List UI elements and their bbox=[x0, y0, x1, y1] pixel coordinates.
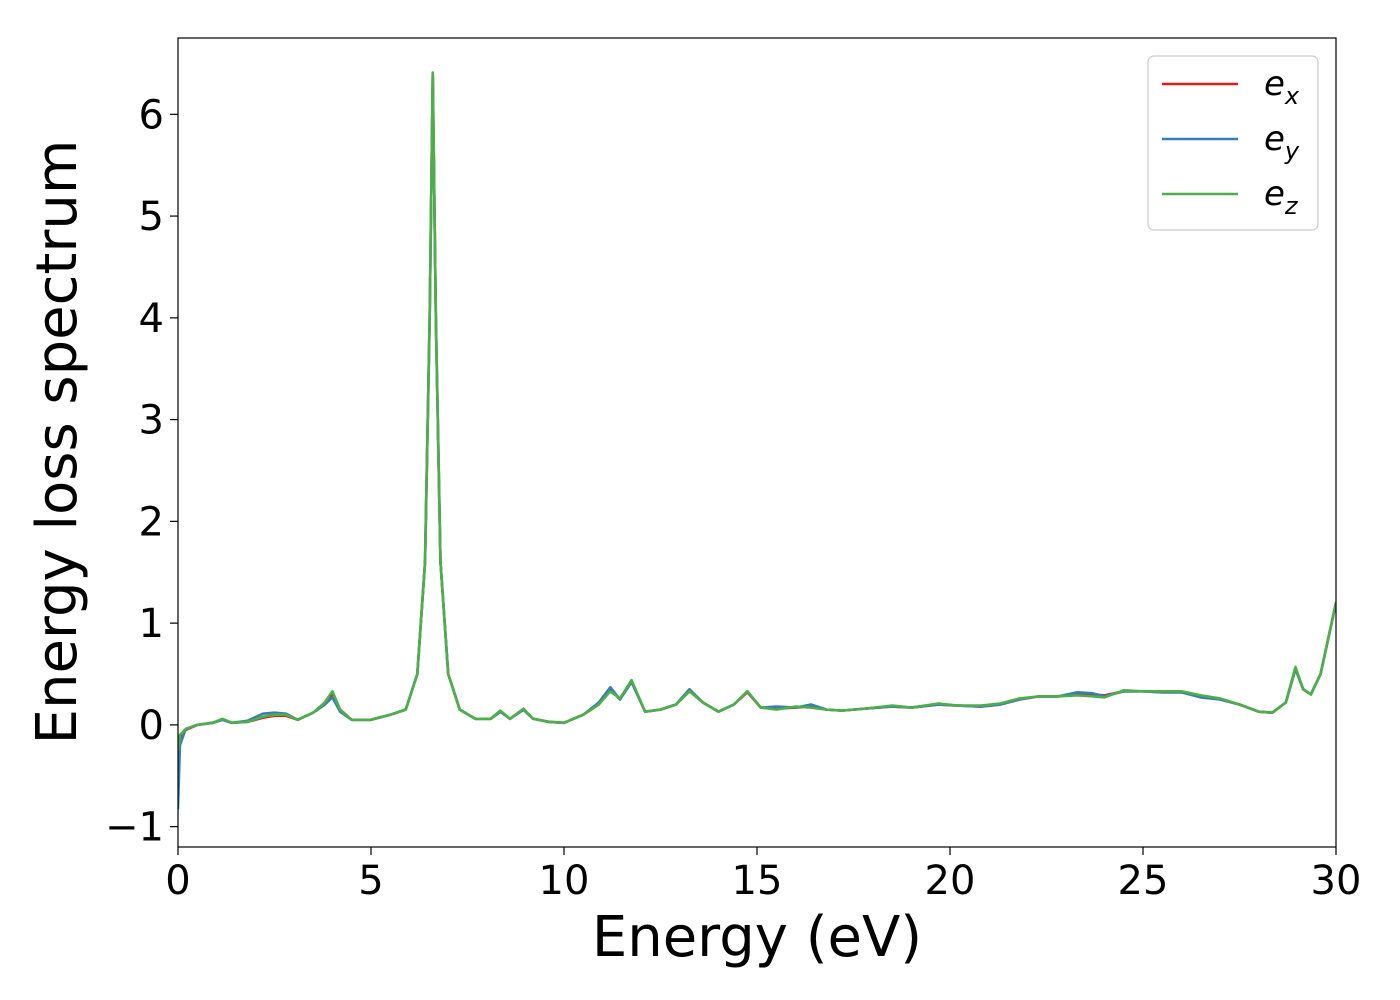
x-axis: 0 5 10 15 20 25 30 bbox=[165, 847, 1361, 904]
y-tick-label: 6 bbox=[139, 92, 164, 138]
y-tick-label: 2 bbox=[139, 499, 164, 545]
y-tick-label: 4 bbox=[139, 296, 164, 342]
y-tick-label: 5 bbox=[139, 194, 164, 240]
legend-box bbox=[1147, 55, 1319, 231]
legend-label-subscript: y bbox=[1284, 137, 1300, 165]
y-axis: −1 0 1 2 3 4 5 6 bbox=[105, 92, 178, 851]
legend-label-base: e bbox=[1264, 64, 1285, 104]
x-axis-label: Energy (eV) bbox=[592, 905, 922, 970]
y-tick-label: 0 bbox=[139, 703, 164, 749]
x-tick-label: 30 bbox=[1311, 858, 1362, 904]
legend-label-y: ey bbox=[1264, 119, 1300, 165]
legend-label-base: e bbox=[1264, 119, 1285, 159]
x-tick-label: 5 bbox=[358, 858, 383, 904]
legend-label-base: e bbox=[1264, 174, 1285, 214]
x-tick-label: 10 bbox=[539, 858, 590, 904]
legend-label-z: ez bbox=[1264, 174, 1299, 220]
legend-label-x: ex bbox=[1264, 64, 1300, 110]
x-tick-label: 25 bbox=[1118, 858, 1169, 904]
series-line-z bbox=[178, 71, 1336, 752]
series-layer bbox=[178, 71, 1336, 810]
y-tick-label: −1 bbox=[105, 805, 164, 851]
y-tick-label: 1 bbox=[139, 601, 164, 647]
x-tick-label: 0 bbox=[165, 858, 190, 904]
legend-label-subscript: x bbox=[1284, 82, 1300, 110]
x-tick-label: 20 bbox=[925, 858, 976, 904]
plot-area-background bbox=[178, 38, 1336, 847]
x-tick-label: 15 bbox=[732, 858, 783, 904]
legend-label-subscript: z bbox=[1284, 192, 1299, 220]
y-tick-label: 3 bbox=[139, 398, 164, 444]
y-axis-label: Energy loss spectrum bbox=[25, 140, 90, 745]
